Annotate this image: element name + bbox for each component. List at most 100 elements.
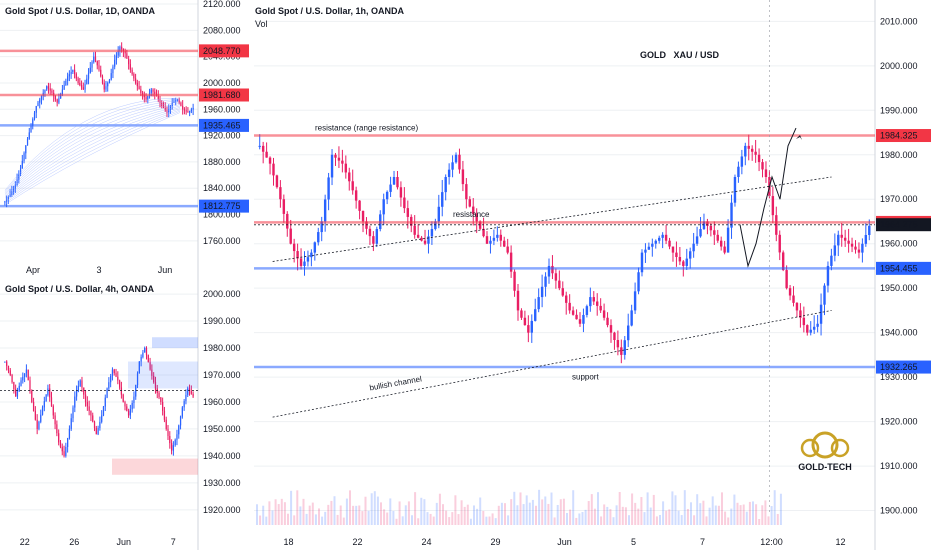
candle-body[interactable]: [795, 302, 799, 311]
candle-body[interactable]: [118, 380, 121, 388]
candle-body[interactable]: [754, 151, 757, 155]
candle-body[interactable]: [527, 325, 530, 333]
candle-body[interactable]: [840, 234, 843, 238]
candle-body[interactable]: [107, 83, 109, 87]
candle-body[interactable]: [72, 69, 74, 73]
candle-body[interactable]: [133, 74, 135, 79]
candle-body[interactable]: [465, 184, 468, 200]
candle-body[interactable]: [104, 397, 106, 407]
candle-body[interactable]: [183, 109, 186, 111]
candle-body[interactable]: [181, 407, 183, 417]
candle-body[interactable]: [50, 397, 53, 407]
candle-body[interactable]: [58, 98, 60, 103]
candle-body[interactable]: [520, 310, 523, 318]
candle-body[interactable]: [39, 99, 41, 103]
candle-body[interactable]: [310, 252, 313, 258]
candle-body[interactable]: [131, 69, 133, 75]
candle-body[interactable]: [323, 199, 327, 222]
candle-body[interactable]: [40, 414, 42, 422]
candle-body[interactable]: [816, 323, 819, 327]
candle-body[interactable]: [372, 236, 375, 244]
price-badge[interactable]: [199, 199, 249, 213]
candle-body[interactable]: [162, 401, 164, 411]
candle-body[interactable]: [129, 64, 131, 70]
candle-body[interactable]: [32, 401, 35, 411]
candle-body[interactable]: [112, 66, 114, 74]
candle-body[interactable]: [56, 424, 58, 434]
candle-body[interactable]: [117, 51, 119, 56]
candle-body[interactable]: [282, 199, 286, 214]
candle-body[interactable]: [58, 433, 60, 443]
candle-body[interactable]: [176, 434, 178, 440]
candle-body[interactable]: [812, 326, 816, 330]
candle-body[interactable]: [640, 252, 644, 273]
candle-body[interactable]: [63, 85, 65, 90]
candle-body[interactable]: [92, 415, 94, 422]
candle-body[interactable]: [730, 202, 733, 228]
candle-body[interactable]: [833, 245, 837, 256]
candle-body[interactable]: [14, 184, 16, 189]
candle-body[interactable]: [747, 145, 750, 149]
candle-body[interactable]: [30, 125, 32, 133]
candle-body[interactable]: [171, 102, 173, 107]
candle-body[interactable]: [75, 391, 78, 397]
candle-body[interactable]: [121, 46, 123, 49]
candle-body[interactable]: [43, 401, 45, 408]
candle-body[interactable]: [151, 369, 153, 376]
candle-body[interactable]: [88, 406, 90, 411]
candle-body[interactable]: [86, 401, 88, 407]
candle-body[interactable]: [602, 310, 606, 318]
candle-body[interactable]: [292, 243, 296, 252]
candle-body[interactable]: [430, 229, 434, 237]
candle-body[interactable]: [68, 428, 71, 439]
candle-body[interactable]: [485, 236, 489, 244]
candle-body[interactable]: [778, 234, 781, 253]
candle-body[interactable]: [313, 242, 317, 253]
candle-body[interactable]: [108, 382, 110, 389]
candle-body[interactable]: [348, 172, 351, 182]
candle-body[interactable]: [63, 451, 65, 456]
candle-body[interactable]: [351, 181, 354, 191]
candle-body[interactable]: [140, 357, 142, 362]
candle-body[interactable]: [38, 421, 40, 429]
candle-body[interactable]: [147, 355, 149, 363]
candle-body[interactable]: [110, 376, 112, 383]
candle-body[interactable]: [709, 225, 713, 231]
candle-body[interactable]: [468, 199, 472, 207]
candle-body[interactable]: [91, 62, 93, 68]
candle-body[interactable]: [182, 105, 184, 110]
candle-body[interactable]: [16, 391, 19, 397]
candle-body[interactable]: [80, 85, 83, 88]
candle-body[interactable]: [54, 415, 56, 425]
candle-body[interactable]: [134, 78, 137, 83]
candle-body[interactable]: [447, 169, 451, 177]
candle-body[interactable]: [25, 145, 27, 154]
candle-body[interactable]: [89, 67, 91, 74]
candle-body[interactable]: [413, 225, 416, 235]
candle-body[interactable]: [34, 410, 36, 420]
candle-body[interactable]: [11, 191, 13, 195]
candle-body[interactable]: [534, 309, 537, 321]
candle-body[interactable]: [837, 234, 840, 246]
candle-body[interactable]: [737, 166, 740, 177]
candle-body[interactable]: [150, 89, 152, 93]
candle-body[interactable]: [571, 310, 575, 315]
candle-body[interactable]: [509, 252, 513, 272]
candle-body[interactable]: [99, 421, 101, 429]
candle-body[interactable]: [54, 96, 57, 100]
candle-body[interactable]: [609, 325, 613, 333]
candle-body[interactable]: [192, 393, 194, 397]
candle-body[interactable]: [423, 240, 427, 244]
candle-body[interactable]: [47, 86, 50, 89]
candle-body[interactable]: [185, 110, 187, 112]
candle-body[interactable]: [161, 102, 163, 106]
candle-body[interactable]: [809, 329, 812, 333]
candle-body[interactable]: [23, 153, 25, 161]
candle-body[interactable]: [864, 234, 868, 244]
price-badge[interactable]: [876, 129, 931, 143]
candle-body[interactable]: [492, 237, 496, 241]
candle-body[interactable]: [368, 228, 372, 237]
candle-body[interactable]: [389, 184, 392, 192]
candle-body[interactable]: [354, 190, 358, 201]
candle-body[interactable]: [396, 177, 399, 188]
